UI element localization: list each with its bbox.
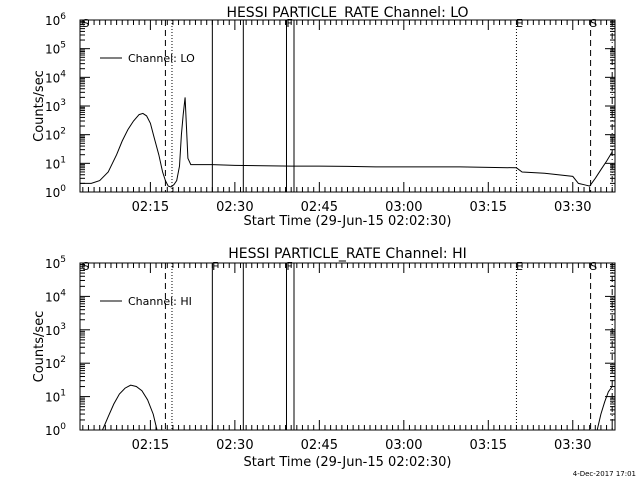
marker-label: S [590, 260, 597, 273]
plot-timestamp: 4-Dec-2017 17:01 [572, 470, 636, 478]
x-tick-label: 02:30 [216, 438, 253, 453]
x-tick-label: 03:15 [470, 438, 507, 453]
chart-title: HESSI PARTICLE_RATE Channel: LO [226, 5, 468, 21]
y-tick-label: 104 [45, 288, 66, 304]
y-tick-label: 101 [45, 155, 66, 171]
y-axis-label: Counts/sec [32, 311, 47, 383]
x-tick-label: 03:00 [385, 200, 422, 215]
y-tick-label: 105 [45, 255, 66, 271]
y-tick-label: 103 [45, 322, 66, 338]
x-tick-label: 03:00 [385, 438, 422, 453]
x-tick-label: 03:30 [554, 200, 591, 215]
marker-label: S [82, 17, 89, 30]
marker-label: F [286, 17, 292, 30]
y-axis-label: Counts/sec [32, 70, 47, 142]
marker-label: S [590, 17, 597, 30]
x-tick-label: 02:45 [301, 200, 338, 215]
panel-lo: HESSI PARTICLE_RATE Channel: LO Start Tim… [32, 5, 616, 229]
x-tick-label: 02:30 [216, 200, 253, 215]
y-tick-label: 100 [45, 184, 66, 200]
series-line [80, 97, 613, 188]
y-tick-label: 104 [45, 69, 66, 85]
marker-label: E [516, 260, 523, 273]
x-tick-label: 03:15 [470, 200, 507, 215]
plot-frame [79, 262, 616, 431]
marker-label: S [82, 260, 89, 273]
x-tick-label: 02:15 [132, 200, 169, 215]
panel-hi: HESSI PARTICLE_RATE Channel: HI Start Tim… [32, 246, 616, 470]
x-tick-label: 02:15 [132, 438, 169, 453]
x-tick-label: 03:30 [554, 438, 591, 453]
y-tick-label: 105 [45, 41, 66, 57]
series-group [80, 97, 613, 188]
series-line [102, 384, 158, 430]
chart-title: HESSI PARTICLE_RATE Channel: HI [228, 246, 466, 262]
y-tick-label: 102 [45, 127, 66, 143]
marker-label: F [286, 260, 292, 273]
series-group [102, 384, 613, 430]
y-tick-label: 102 [45, 355, 66, 371]
y-tick-label: 106 [45, 12, 66, 28]
legend-label: Channel: HI [128, 295, 192, 308]
y-tick-label: 101 [45, 389, 66, 405]
x-axis-label: Start Time (29-Jun-15 02:02:30) [244, 455, 452, 470]
y-tick-label: 100 [45, 422, 66, 438]
series-line [596, 386, 613, 430]
marker-label: E [516, 17, 523, 30]
x-axis-label: Start Time (29-Jun-15 02:02:30) [244, 214, 452, 229]
y-tick-label: 103 [45, 98, 66, 114]
legend-label: Channel: LO [128, 52, 195, 65]
x-tick-label: 02:45 [301, 438, 338, 453]
marker-label: F [212, 260, 218, 273]
